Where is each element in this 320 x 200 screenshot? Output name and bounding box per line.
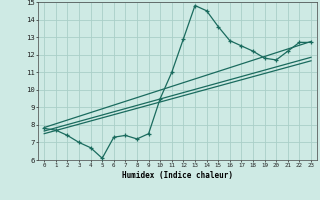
X-axis label: Humidex (Indice chaleur): Humidex (Indice chaleur) — [122, 171, 233, 180]
